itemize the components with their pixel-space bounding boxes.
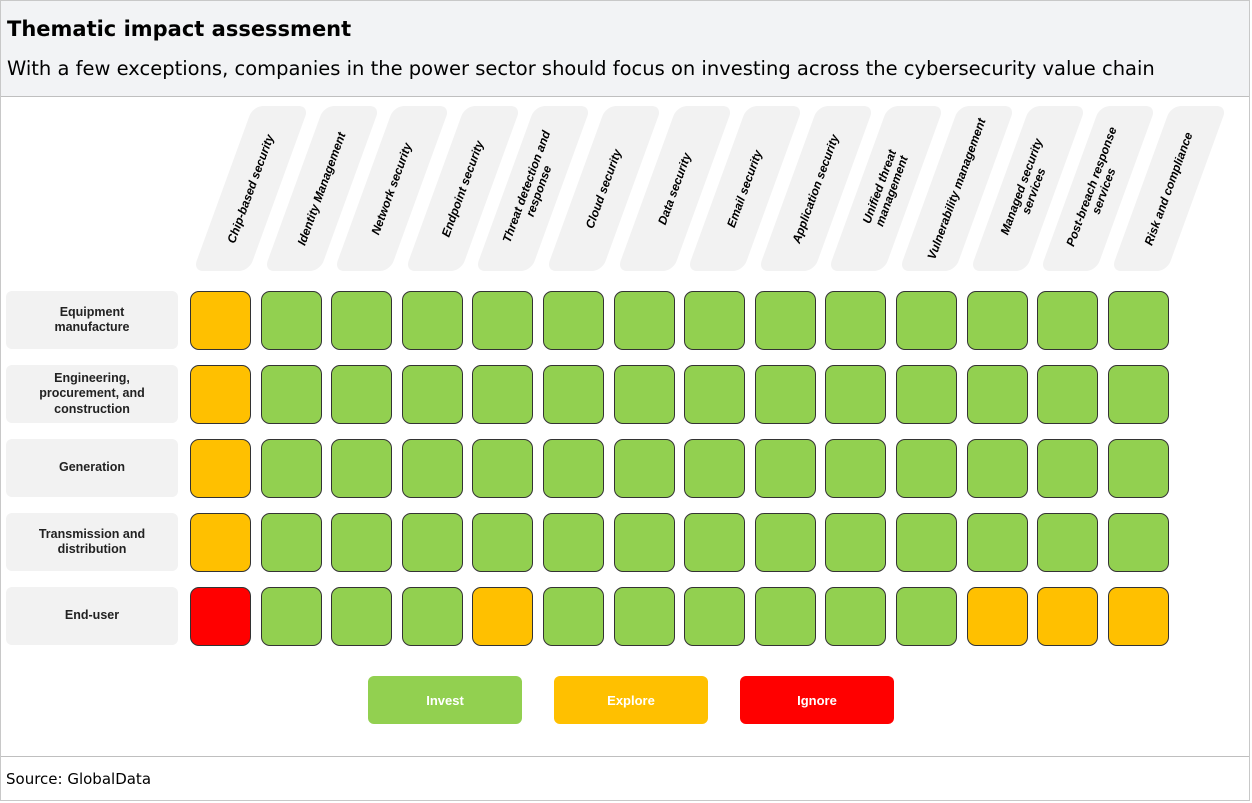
heatmap-cell [190, 291, 251, 350]
heatmap-cell [1037, 439, 1099, 498]
heatmap-cell [1107, 513, 1169, 572]
heatmap-cell [401, 291, 463, 350]
heatmap-cell [825, 365, 887, 424]
heatmap-cell [896, 439, 957, 498]
legend-item-invest: Invest [368, 676, 522, 724]
heatmap-cell [1107, 365, 1169, 424]
heatmap-cell [966, 439, 1028, 498]
header-band: Thematic impact assessment With a few ex… [1, 1, 1249, 97]
heatmap-cell [472, 513, 534, 572]
heatmap-cell [825, 439, 887, 498]
heatmap-cell [896, 365, 957, 424]
heatmap-cell [331, 291, 393, 350]
heatmap-cell [1037, 513, 1099, 572]
row-label: Generation [6, 439, 178, 497]
heatmap-cell [1037, 291, 1099, 350]
legend-item-ignore: Ignore [740, 676, 894, 724]
heatmap-cell [754, 291, 816, 350]
heatmap-cell [401, 513, 463, 572]
heatmap-cell [190, 587, 251, 646]
column-header: Risk and compliance [1110, 106, 1227, 271]
source-note: Source: GlobalData [6, 770, 152, 788]
heatmap-cell [896, 513, 957, 572]
heatmap-cell [966, 587, 1028, 646]
heatmap-cell [260, 513, 322, 572]
heatmap-cell [331, 439, 393, 498]
heatmap-cell [684, 513, 746, 572]
heatmap-cell [331, 513, 393, 572]
column-header: Network security [334, 106, 451, 271]
footer-divider [1, 756, 1249, 757]
heatmap-cell [190, 439, 251, 498]
heatmap-cell [825, 587, 887, 646]
heatmap-cell [684, 365, 746, 424]
heatmap-cell [190, 513, 251, 572]
heatmap-cell [472, 439, 534, 498]
heatmap-cell [260, 587, 322, 646]
column-header: Threat detection and response [475, 106, 592, 271]
column-header: Chip-based security [192, 106, 310, 271]
heatmap-cell [613, 439, 675, 498]
heatmap-cell [1037, 365, 1099, 424]
heatmap-cell [401, 587, 463, 646]
heatmap-cell [543, 365, 604, 424]
column-header: Identity Management [263, 106, 380, 271]
heatmap-cell [684, 439, 746, 498]
heatmap-cell [331, 587, 393, 646]
heatmap-cell [472, 291, 534, 350]
chart-title: Thematic impact assessment [7, 17, 352, 41]
heatmap-cell [401, 365, 463, 424]
heatmap-cell [190, 365, 251, 424]
heatmap-cell [472, 587, 534, 646]
heatmap-cell [1107, 439, 1169, 498]
column-header: Application security [757, 106, 874, 271]
chart-subtitle: With a few exceptions, companies in the … [7, 57, 1155, 80]
row-label: Engineering, procurement, and constructi… [6, 365, 178, 423]
heatmap-cell [754, 365, 816, 424]
row-label: End-user [6, 587, 178, 645]
heatmap-cell [543, 291, 604, 350]
heatmap-cell [472, 365, 534, 424]
heatmap-cell [754, 513, 816, 572]
heatmap-cell [613, 291, 675, 350]
column-header: Email security [687, 106, 804, 271]
heatmap-cell [754, 439, 816, 498]
column-header: Vulnerability management [898, 106, 1016, 271]
heatmap-cell [966, 365, 1028, 424]
heatmap-cell [1107, 291, 1169, 350]
heatmap-cell [896, 587, 957, 646]
heatmap-cell [825, 513, 887, 572]
column-header: Endpoint security [404, 106, 521, 271]
column-header: Data security [616, 106, 733, 271]
heatmap-cell [260, 439, 322, 498]
heatmap-cell [1107, 587, 1169, 646]
heatmap-cell [966, 513, 1028, 572]
heatmap-cell [260, 365, 322, 424]
heatmap-cell [331, 365, 393, 424]
heatmap-cell [260, 291, 322, 350]
heatmap-cell [543, 439, 604, 498]
column-header: Unified threat management [828, 106, 945, 271]
heatmap-cell [613, 513, 675, 572]
heatmap-cell [966, 291, 1028, 350]
heatmap-cell [543, 587, 604, 646]
heatmap-cell [825, 291, 887, 350]
heatmap-cell [684, 587, 746, 646]
heatmap-cell [896, 291, 957, 350]
heatmap-cell [754, 587, 816, 646]
column-header: Post-breach response services [1040, 106, 1157, 271]
heatmap-cell [684, 291, 746, 350]
row-label: Equipment manufacture [6, 291, 178, 349]
heatmap-cell [543, 513, 604, 572]
column-header: Managed security services [969, 106, 1086, 271]
legend-item-explore: Explore [554, 676, 708, 724]
column-header: Cloud security [545, 106, 663, 271]
heatmap-cell [401, 439, 463, 498]
row-label: Transmission and distribution [6, 513, 178, 571]
heatmap-cell [613, 587, 675, 646]
heatmap-cell [1037, 587, 1099, 646]
heatmap-cell [613, 365, 675, 424]
